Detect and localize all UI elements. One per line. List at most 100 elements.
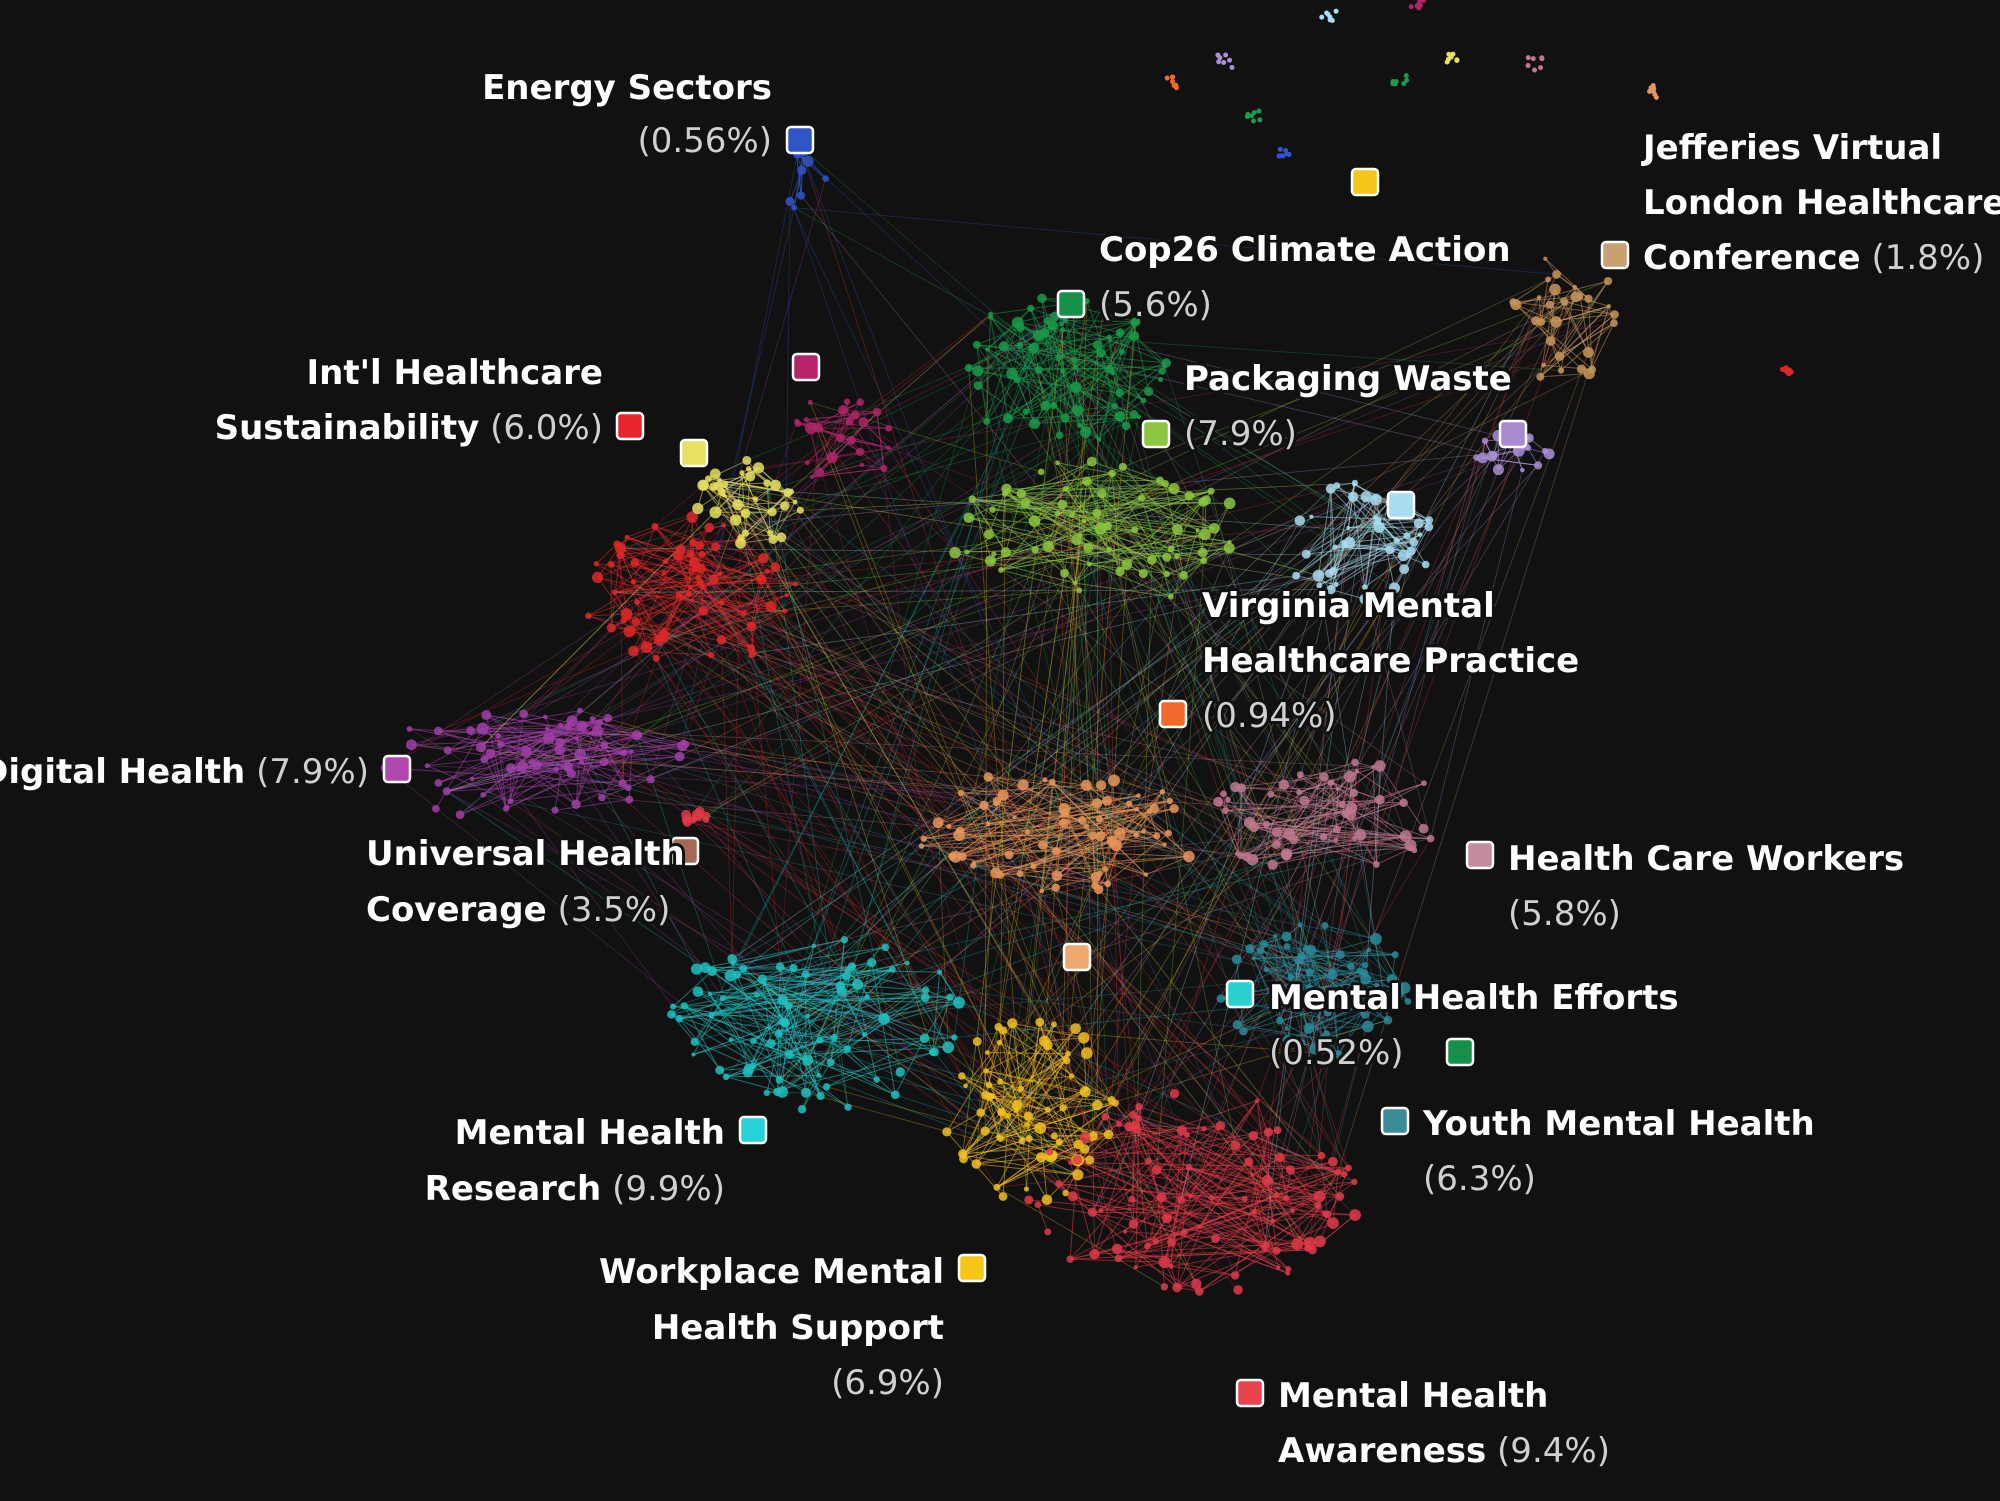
node [675, 1015, 684, 1023]
edge [1253, 1135, 1339, 1173]
node [1325, 996, 1330, 1001]
node [739, 470, 745, 476]
node [1313, 1235, 1326, 1248]
edge [721, 491, 1066, 1194]
edge [849, 421, 1175, 1094]
edge [680, 549, 1334, 1224]
node [765, 568, 771, 574]
node [1404, 998, 1412, 1005]
node [1083, 542, 1094, 553]
edge [958, 332, 1121, 836]
edge [788, 1005, 820, 1076]
edge [490, 753, 1351, 815]
edge [1540, 373, 1590, 378]
edge [1279, 469, 1499, 1021]
node [739, 964, 748, 973]
edge [1164, 1167, 1190, 1263]
edge [780, 966, 1323, 1040]
edge [1356, 770, 1404, 804]
node [1191, 1278, 1202, 1290]
edge [853, 838, 1431, 967]
node [1152, 1238, 1159, 1245]
node [856, 398, 865, 406]
edge [842, 409, 993, 511]
cluster-marker [1225, 979, 1255, 1009]
edge [1308, 1026, 1368, 1029]
edge [986, 348, 1054, 407]
edge [581, 724, 640, 736]
edge [750, 558, 764, 627]
edge [876, 412, 885, 469]
edge [575, 756, 680, 805]
edge [876, 412, 925, 839]
edge [1288, 776, 1325, 835]
node [646, 775, 655, 784]
node [1333, 581, 1339, 588]
node [816, 1091, 825, 1101]
node [574, 736, 580, 741]
edge [1135, 1124, 1182, 1201]
edge [803, 150, 1127, 427]
node [542, 714, 548, 720]
node [1525, 55, 1531, 61]
cluster-marker [1380, 1106, 1410, 1136]
edge [784, 505, 1148, 1247]
edge [623, 568, 702, 621]
edge [1330, 782, 1338, 830]
label-line: Research (9.9%) [425, 1169, 725, 1209]
edge [1030, 347, 1101, 354]
edge [1100, 473, 1113, 529]
node [1227, 539, 1232, 544]
edge [750, 647, 1087, 786]
edge [1092, 564, 1128, 1137]
edge [1055, 850, 1319, 1206]
edge [497, 610, 704, 737]
node [1136, 793, 1141, 799]
node [1183, 850, 1195, 863]
node [1024, 1195, 1034, 1205]
edge [592, 391, 1149, 720]
edge [1156, 1169, 1265, 1249]
edge [1019, 345, 1265, 945]
node [1034, 1122, 1047, 1135]
edge [1054, 316, 1349, 1169]
node [690, 963, 703, 975]
node [968, 495, 977, 503]
edge [1538, 297, 1542, 322]
node [519, 709, 529, 719]
edge [1061, 323, 1083, 821]
edge [1028, 1089, 1087, 1117]
node [1254, 1098, 1260, 1104]
node [1321, 922, 1329, 930]
node [722, 1073, 730, 1081]
node [852, 978, 864, 991]
edge [713, 519, 737, 580]
edge [986, 322, 1019, 422]
edge [1115, 835, 1157, 846]
node [816, 1036, 824, 1044]
edge [1065, 418, 1161, 481]
node [1327, 779, 1335, 786]
edge [1535, 289, 1556, 322]
node [576, 707, 583, 714]
node [1610, 310, 1619, 319]
edge [1136, 559, 1153, 1130]
node [620, 749, 628, 757]
node [721, 522, 726, 528]
edge [427, 765, 1108, 802]
node [1317, 1151, 1326, 1160]
edge [986, 1070, 1086, 1093]
edge [1063, 1102, 1116, 1109]
edge [1248, 1161, 1313, 1251]
edge [1042, 844, 1299, 961]
cluster-marker [957, 1253, 987, 1283]
node [1042, 540, 1054, 553]
node [1292, 571, 1301, 580]
node [1267, 790, 1275, 798]
edge [682, 421, 798, 747]
node [1060, 368, 1065, 374]
node [1373, 521, 1385, 533]
edge [833, 862, 975, 1038]
node [1018, 1085, 1025, 1092]
node [1023, 1111, 1034, 1121]
